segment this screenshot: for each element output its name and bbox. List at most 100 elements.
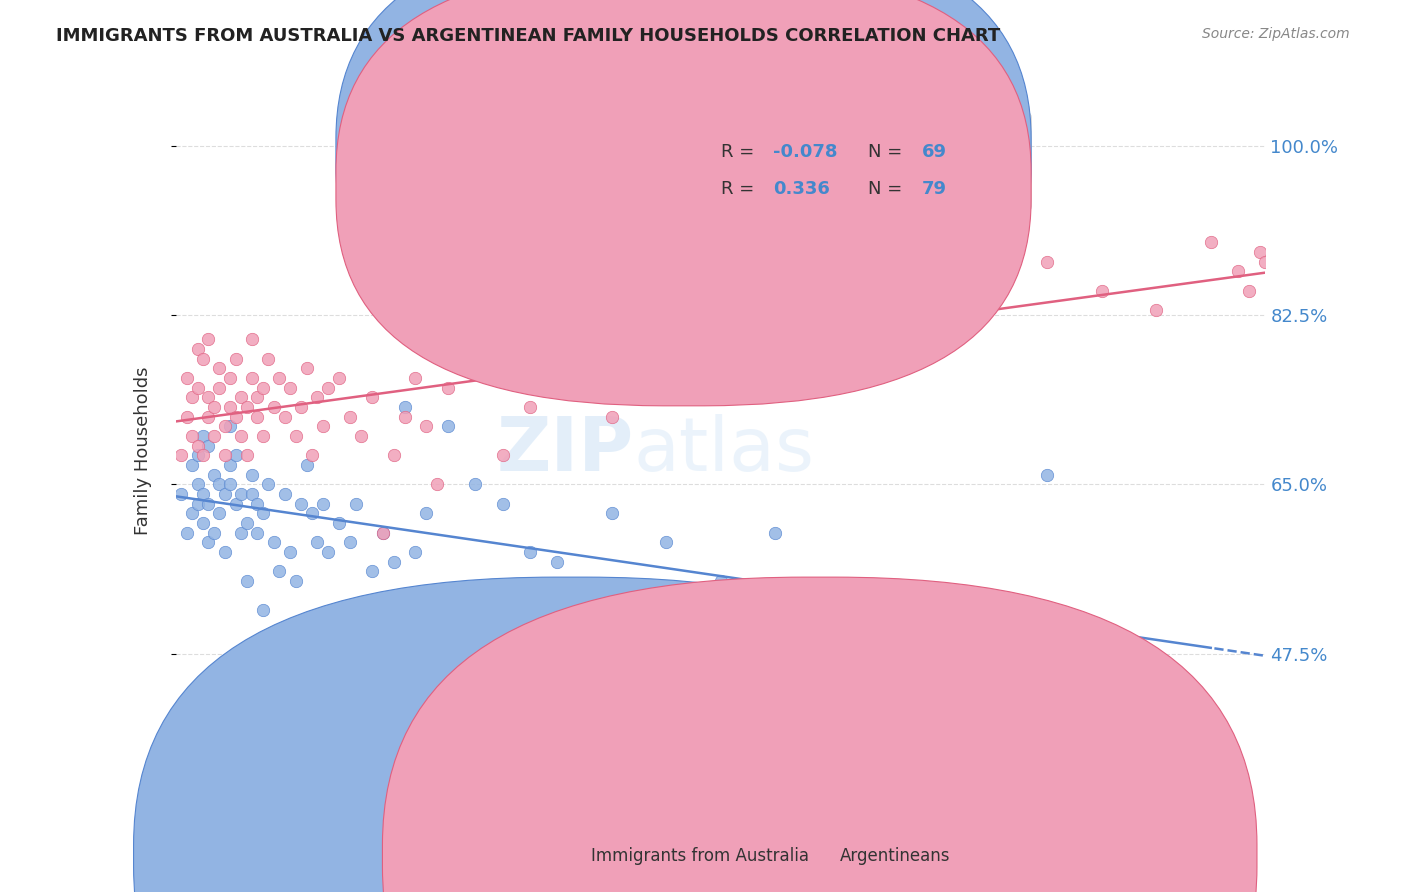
Text: R =: R = [721, 144, 759, 161]
Point [600, 409, 623, 424]
Point [437, 381, 460, 395]
FancyBboxPatch shape [336, 0, 1031, 373]
Point [176, 525, 198, 540]
Point [382, 448, 405, 462]
Point [710, 574, 733, 588]
Point [214, 448, 236, 462]
Point [181, 458, 204, 472]
Point [197, 497, 219, 511]
Point [290, 400, 312, 414]
Point [231, 429, 253, 443]
Point [186, 477, 209, 491]
Point [176, 371, 198, 385]
Point [176, 409, 198, 424]
Point [333, 603, 356, 617]
Point [263, 400, 285, 414]
Point [682, 381, 704, 395]
Point [278, 545, 301, 559]
Point [873, 739, 896, 753]
Point [186, 439, 209, 453]
Point [246, 390, 269, 404]
Point [269, 565, 291, 579]
Point [214, 545, 236, 559]
Point [415, 419, 437, 434]
Text: N =: N = [868, 180, 908, 198]
Point [574, 371, 596, 385]
Point [269, 371, 291, 385]
Point [202, 400, 225, 414]
Text: R =: R = [721, 180, 765, 198]
Point [1254, 255, 1277, 269]
Point [186, 497, 209, 511]
Point [208, 361, 231, 376]
FancyBboxPatch shape [336, 0, 1031, 406]
Point [546, 332, 568, 346]
Point [235, 448, 257, 462]
Point [371, 525, 394, 540]
Point [274, 409, 297, 424]
Point [394, 409, 416, 424]
Point [170, 487, 193, 501]
Point [252, 381, 274, 395]
Point [519, 545, 541, 559]
Point [208, 381, 231, 395]
Point [225, 448, 247, 462]
Point [240, 371, 263, 385]
Point [307, 390, 329, 404]
Point [464, 351, 486, 366]
Point [225, 497, 247, 511]
Point [405, 371, 427, 385]
Point [219, 400, 242, 414]
Point [312, 497, 335, 511]
Point [1249, 245, 1271, 260]
Point [600, 506, 623, 520]
Point [360, 390, 382, 404]
Point [170, 448, 193, 462]
Point [186, 448, 209, 462]
Point [1227, 264, 1250, 278]
Point [263, 535, 285, 549]
Point [350, 613, 373, 627]
Point [235, 400, 257, 414]
Text: ZIP: ZIP [496, 414, 633, 487]
Point [231, 525, 253, 540]
Text: 0.336: 0.336 [773, 180, 830, 198]
Point [240, 332, 263, 346]
Point [763, 525, 786, 540]
Point [219, 371, 242, 385]
Point [219, 419, 242, 434]
Point [763, 313, 786, 327]
Point [318, 381, 340, 395]
Point [873, 293, 896, 308]
Point [235, 516, 257, 530]
Point [318, 545, 340, 559]
Point [1199, 739, 1222, 753]
Point [246, 525, 269, 540]
Point [181, 390, 204, 404]
Point [197, 409, 219, 424]
Point [197, 390, 219, 404]
Point [655, 535, 678, 549]
Point [655, 351, 678, 366]
Point [339, 409, 361, 424]
Point [307, 535, 329, 549]
Text: Immigrants from Australia: Immigrants from Australia [591, 847, 808, 865]
Point [290, 497, 312, 511]
Point [202, 525, 225, 540]
Point [1036, 255, 1059, 269]
Point [191, 516, 214, 530]
Text: atlas: atlas [633, 414, 814, 487]
Point [186, 342, 209, 356]
Point [231, 487, 253, 501]
Point [252, 429, 274, 443]
Point [301, 506, 323, 520]
Point [350, 429, 373, 443]
Point [394, 400, 416, 414]
Point [360, 565, 382, 579]
Y-axis label: Family Households: Family Households [134, 367, 152, 534]
Point [301, 448, 323, 462]
Point [426, 477, 449, 491]
Point [437, 419, 460, 434]
Point [328, 371, 350, 385]
Point [328, 516, 350, 530]
